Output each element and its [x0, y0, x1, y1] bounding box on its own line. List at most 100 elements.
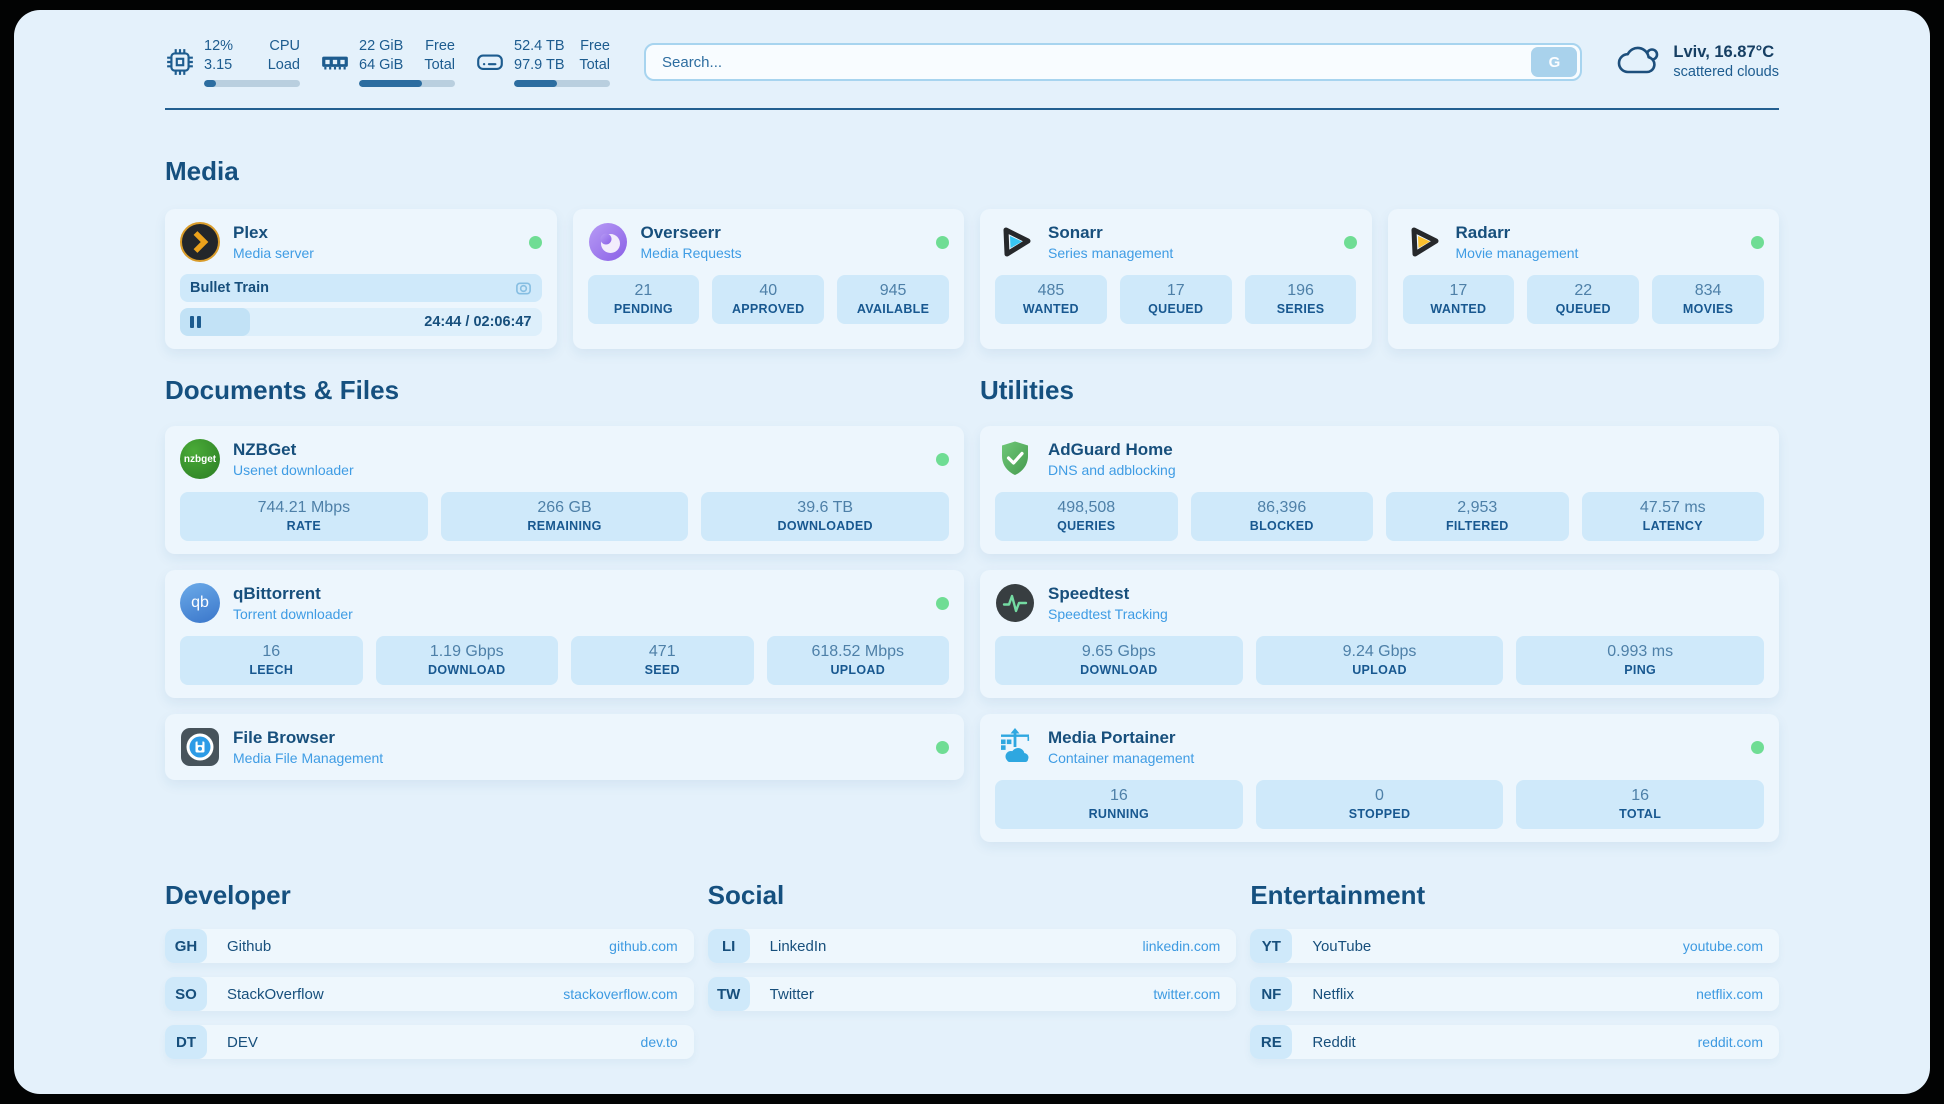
stat-value: 196 — [1287, 282, 1314, 299]
dashboard-panel: 12% 3.15 CPU Load — [14, 10, 1930, 1094]
stat-label: DOWNLOAD — [1080, 663, 1158, 677]
app-name: Media Portainer — [1048, 728, 1176, 747]
bookmark-name: Netflix — [1312, 985, 1355, 1003]
now-playing-row: Bullet Train — [180, 274, 542, 302]
search-input[interactable] — [644, 43, 1583, 81]
bookmark-reddit[interactable]: RE Reddit reddit.com — [1250, 1025, 1779, 1059]
speedtest-card[interactable]: Speedtest Speedtest Tracking 9.65 Gbps D… — [980, 570, 1779, 698]
stat-value: 485 — [1037, 282, 1065, 299]
stat-tile: 744.21 Mbps RATE — [180, 492, 428, 541]
stat-label: LATENCY — [1642, 519, 1703, 533]
radarr-card[interactable]: Radarr Movie management 17 WANTED 22 QUE… — [1387, 209, 1779, 349]
system-stats: 12% 3.15 CPU Load — [165, 37, 610, 87]
app-subtitle: Torrent downloader — [233, 606, 353, 622]
status-dot — [936, 596, 949, 610]
app-name: Radarr — [1455, 223, 1511, 242]
stat-label: STOPPED — [1348, 807, 1411, 821]
session-icon[interactable] — [515, 280, 532, 297]
cpu-icon — [165, 47, 195, 77]
stat-tile: 22 QUEUED — [1527, 275, 1640, 324]
stat-tile: 9.24 Gbps UPLOAD — [1255, 636, 1504, 685]
stat-value: 945 — [879, 282, 907, 299]
disk-free-value: 52.4 TB — [514, 38, 565, 55]
stat-tile: 485 WANTED — [995, 275, 1107, 324]
bookmark-abbr: NF — [1250, 977, 1293, 1011]
qbittorrent-card[interactable]: qb qBittorrent Torrent downloader 16 LEE… — [165, 570, 964, 698]
radarr-icon — [1403, 222, 1443, 262]
ram-progress-bar — [359, 79, 455, 87]
stat-label: MOVIES — [1682, 302, 1734, 316]
bookmark-name: YouTube — [1312, 937, 1372, 955]
cpu-label: CPU — [269, 38, 300, 55]
status-dot — [1751, 740, 1764, 754]
section-title-entertainment: Entertainment — [1250, 880, 1426, 910]
bookmark-name: StackOverflow — [227, 985, 324, 1003]
playback-progress: 24:44 / 02:06:47 — [180, 308, 542, 336]
bookmark-linkedin[interactable]: LI LinkedIn linkedin.com — [707, 929, 1237, 963]
stat-label: SEED — [644, 663, 680, 677]
bookmark-name: DEV — [227, 1033, 258, 1051]
stat-tile: 498,508 QUERIES — [995, 492, 1178, 541]
status-dot — [936, 235, 949, 249]
app-name: NZBGet — [233, 440, 297, 459]
stat-label: AVAILABLE — [856, 302, 930, 316]
stat-value: 39.6 TB — [797, 499, 854, 516]
bookmark-youtube[interactable]: YT YouTube youtube.com — [1250, 929, 1779, 963]
cpu-load-value: 3.15 — [204, 57, 233, 73]
stat-tile: 86,396 BLOCKED — [1190, 492, 1373, 541]
stat-value: 16 — [262, 643, 281, 660]
portainer-card[interactable]: Media Portainer Container management 16 … — [980, 714, 1779, 842]
stat-value: 471 — [648, 643, 676, 660]
section-utilities: Utilities AdGuard H — [980, 349, 1779, 842]
ram-free-label: Free — [425, 38, 455, 55]
bookmark-stackoverflow[interactable]: SO StackOverflow stackoverflow.com — [165, 977, 694, 1011]
nzbget-card[interactable]: nzbget NZBGet Usenet downloader 744.21 M… — [165, 426, 964, 554]
stat-value: 47.57 ms — [1639, 499, 1706, 516]
stat-tile: 2,953 FILTERED — [1386, 492, 1569, 541]
stat-label: DOWNLOAD — [428, 663, 506, 677]
search-engine-button[interactable]: G — [1531, 47, 1578, 77]
stat-label: BLOCKED — [1249, 519, 1314, 533]
stat-label: FILTERED — [1445, 519, 1509, 533]
stat-tile: 0 STOPPED — [1255, 780, 1504, 829]
disk-free-label: Free — [580, 38, 610, 55]
disk-stat: 52.4 TB 97.9 TB Free Total — [475, 37, 610, 87]
stat-value: 9.24 Gbps — [1342, 643, 1417, 660]
cpu-load-label: Load — [267, 57, 300, 73]
stat-label: LEECH — [249, 663, 294, 677]
bookmark-dev[interactable]: DT DEV dev.to — [165, 1025, 694, 1059]
bookmark-domain: dev.to — [640, 1034, 678, 1050]
disk-icon — [475, 47, 505, 77]
bookmark-domain: linkedin.com — [1142, 938, 1221, 954]
stat-value: 22 — [1574, 282, 1593, 299]
topbar: 12% 3.15 CPU Load — [165, 36, 1779, 88]
ram-free-value: 22 GiB — [359, 38, 404, 55]
overseerr-card[interactable]: Overseerr Media Requests 21 PENDING 40 A… — [572, 209, 964, 349]
bookmark-abbr: LI — [707, 929, 750, 963]
bookmark-netflix[interactable]: NF Netflix netflix.com — [1250, 977, 1779, 1011]
bookmark-twitter[interactable]: TW Twitter twitter.com — [707, 977, 1237, 1011]
adguard-card[interactable]: AdGuard Home DNS and adblocking 498,508 … — [980, 426, 1779, 554]
stat-value: 17 — [1166, 282, 1185, 299]
ram-total-label: Total — [424, 57, 455, 73]
stat-value: 498,508 — [1057, 499, 1116, 516]
disk-total-value: 97.9 TB — [514, 57, 565, 73]
bookmark-name: Reddit — [1312, 1033, 1356, 1051]
status-dot — [936, 452, 949, 466]
plex-card[interactable]: Plex Media server Bullet Train — [165, 209, 557, 349]
stat-tile: 0.993 ms PING — [1516, 636, 1765, 685]
filebrowser-card[interactable]: File Browser Media File Management — [165, 714, 964, 780]
stat-value: 16 — [1631, 787, 1650, 804]
app-subtitle: DNS and adblocking — [1048, 462, 1176, 478]
stat-value: 21 — [634, 282, 653, 299]
weather-condition: scattered clouds — [1673, 64, 1779, 81]
stat-value: 9.65 Gbps — [1081, 643, 1156, 660]
stat-tile: 834 MOVIES — [1652, 275, 1764, 324]
stat-label: QUEUED — [1148, 302, 1204, 316]
sonarr-card[interactable]: Sonarr Series management 485 WANTED 17 Q… — [980, 209, 1372, 349]
bookmark-github[interactable]: GH Github github.com — [165, 929, 694, 963]
playback-time: 24:44 / 02:06:47 — [424, 314, 532, 330]
stat-label: PING — [1624, 663, 1657, 677]
stat-value: 834 — [1694, 282, 1722, 299]
stat-tile: 1.19 Gbps DOWNLOAD — [375, 636, 558, 685]
